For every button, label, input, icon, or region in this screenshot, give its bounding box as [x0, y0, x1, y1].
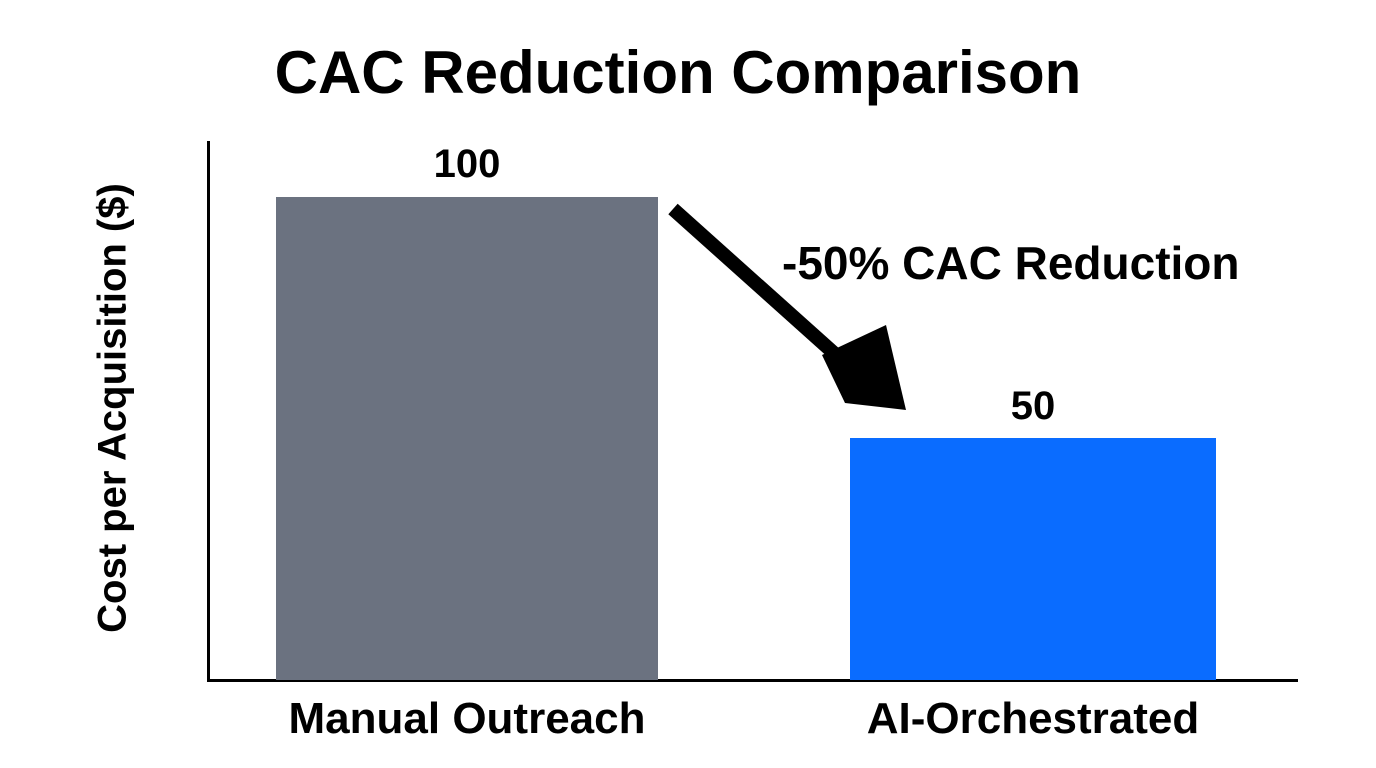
- chart-title-text: CAC Reduction Comparison: [274, 39, 1082, 106]
- y-axis-line: [207, 141, 210, 682]
- bar-value-manual: 100: [433, 142, 501, 186]
- reduction-annotation: -50% CAC Reduction: [782, 237, 1240, 289]
- bar-value-ai: 50: [1010, 384, 1056, 428]
- chart-title: CAC Reduction Comparison: [0, 38, 1376, 107]
- x-tick-manual-outreach: Manual Outreach: [288, 694, 646, 743]
- x-axis-line: [207, 679, 1298, 682]
- bar-ai-orchestrated: [850, 438, 1216, 680]
- x-tick-ai-orchestrated: AI-Orchestrated: [866, 694, 1200, 743]
- bar-manual-outreach: [276, 197, 658, 680]
